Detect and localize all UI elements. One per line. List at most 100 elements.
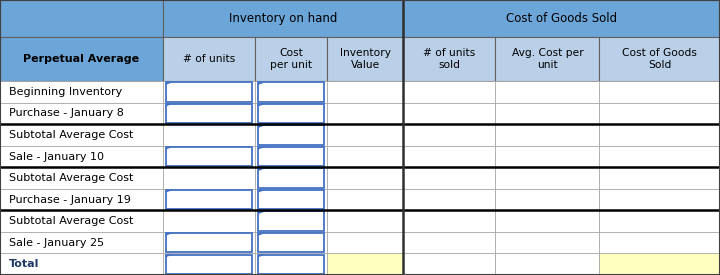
Bar	[163, 167, 255, 189]
Text: Avg. Cost per
unit: Avg. Cost per unit	[511, 48, 583, 70]
Bar	[255, 232, 327, 254]
Bar	[255, 167, 327, 189]
Bar	[258, 82, 324, 101]
Bar	[0, 146, 163, 167]
Bar	[495, 232, 600, 254]
Text: # of units
sold: # of units sold	[423, 48, 475, 70]
Bar	[166, 147, 252, 166]
Text: Subtotal Average Cost: Subtotal Average Cost	[9, 216, 133, 226]
Bar	[163, 189, 255, 210]
Bar	[166, 82, 252, 101]
Text: Cost of Goods Sold: Cost of Goods Sold	[506, 12, 617, 25]
Bar	[166, 233, 252, 252]
Bar	[258, 255, 324, 274]
Bar	[403, 81, 495, 103]
Bar	[0, 189, 163, 210]
Text: Inventory on hand: Inventory on hand	[229, 12, 337, 25]
Bar	[255, 124, 327, 146]
Bar	[403, 146, 495, 167]
Bar	[600, 254, 720, 275]
Bar	[327, 37, 403, 81]
Bar	[495, 254, 600, 275]
Bar	[255, 37, 327, 81]
Text: Purchase - January 8: Purchase - January 8	[9, 108, 124, 119]
Bar	[327, 103, 403, 124]
Bar	[600, 210, 720, 232]
Bar	[600, 189, 720, 210]
Polygon shape	[258, 233, 265, 236]
Bar	[0, 81, 163, 103]
Bar	[258, 211, 324, 231]
Bar	[495, 146, 600, 167]
Text: Sale - January 25: Sale - January 25	[9, 238, 104, 248]
Bar	[495, 124, 600, 146]
Text: Cost of Goods
Sold: Cost of Goods Sold	[622, 48, 697, 70]
Bar	[600, 167, 720, 189]
Bar	[163, 146, 255, 167]
Text: Perpetual Average: Perpetual Average	[23, 54, 140, 64]
Bar	[163, 124, 255, 146]
Bar	[600, 37, 720, 81]
Bar	[403, 0, 720, 37]
Bar	[327, 146, 403, 167]
Polygon shape	[258, 168, 265, 171]
Bar	[403, 37, 495, 81]
Polygon shape	[258, 211, 265, 214]
Polygon shape	[166, 190, 173, 193]
Polygon shape	[166, 255, 173, 257]
Bar	[163, 81, 255, 103]
Polygon shape	[258, 104, 265, 106]
Bar	[600, 124, 720, 146]
Bar	[403, 167, 495, 189]
Bar	[163, 37, 255, 81]
Bar	[403, 254, 495, 275]
Bar	[0, 37, 163, 81]
Bar	[327, 124, 403, 146]
Bar	[166, 255, 252, 274]
Bar	[403, 103, 495, 124]
Bar	[327, 167, 403, 189]
Bar	[258, 147, 324, 166]
Bar	[163, 254, 255, 275]
Text: # of units: # of units	[183, 54, 235, 64]
Text: Total: Total	[9, 259, 39, 269]
Polygon shape	[258, 125, 265, 128]
Bar	[0, 210, 163, 232]
Text: Sale - January 10: Sale - January 10	[9, 152, 104, 161]
Bar	[600, 232, 720, 254]
Bar	[495, 167, 600, 189]
Text: Subtotal Average Cost: Subtotal Average Cost	[9, 173, 133, 183]
Bar	[495, 37, 600, 81]
Bar	[327, 81, 403, 103]
Bar	[0, 167, 163, 189]
Text: Beginning Inventory: Beginning Inventory	[9, 87, 122, 97]
Bar	[327, 232, 403, 254]
Bar	[600, 103, 720, 124]
Bar	[258, 125, 324, 145]
Bar	[255, 146, 327, 167]
Bar	[403, 124, 495, 146]
Bar	[258, 233, 324, 252]
Text: Cost
per unit: Cost per unit	[270, 48, 312, 70]
Bar	[255, 81, 327, 103]
Bar	[495, 189, 600, 210]
Polygon shape	[166, 147, 173, 150]
Polygon shape	[258, 255, 265, 257]
Bar	[0, 254, 163, 275]
Bar	[255, 103, 327, 124]
Polygon shape	[258, 147, 265, 150]
Bar	[327, 210, 403, 232]
Bar	[258, 190, 324, 209]
Bar	[0, 124, 163, 146]
Polygon shape	[166, 104, 173, 106]
Bar	[255, 189, 327, 210]
Bar	[166, 190, 252, 209]
Bar	[163, 232, 255, 254]
Bar	[495, 103, 600, 124]
Bar	[258, 104, 324, 123]
Polygon shape	[166, 233, 173, 236]
Bar	[327, 254, 403, 275]
Bar	[495, 81, 600, 103]
Bar	[0, 0, 163, 37]
Bar	[258, 168, 324, 188]
